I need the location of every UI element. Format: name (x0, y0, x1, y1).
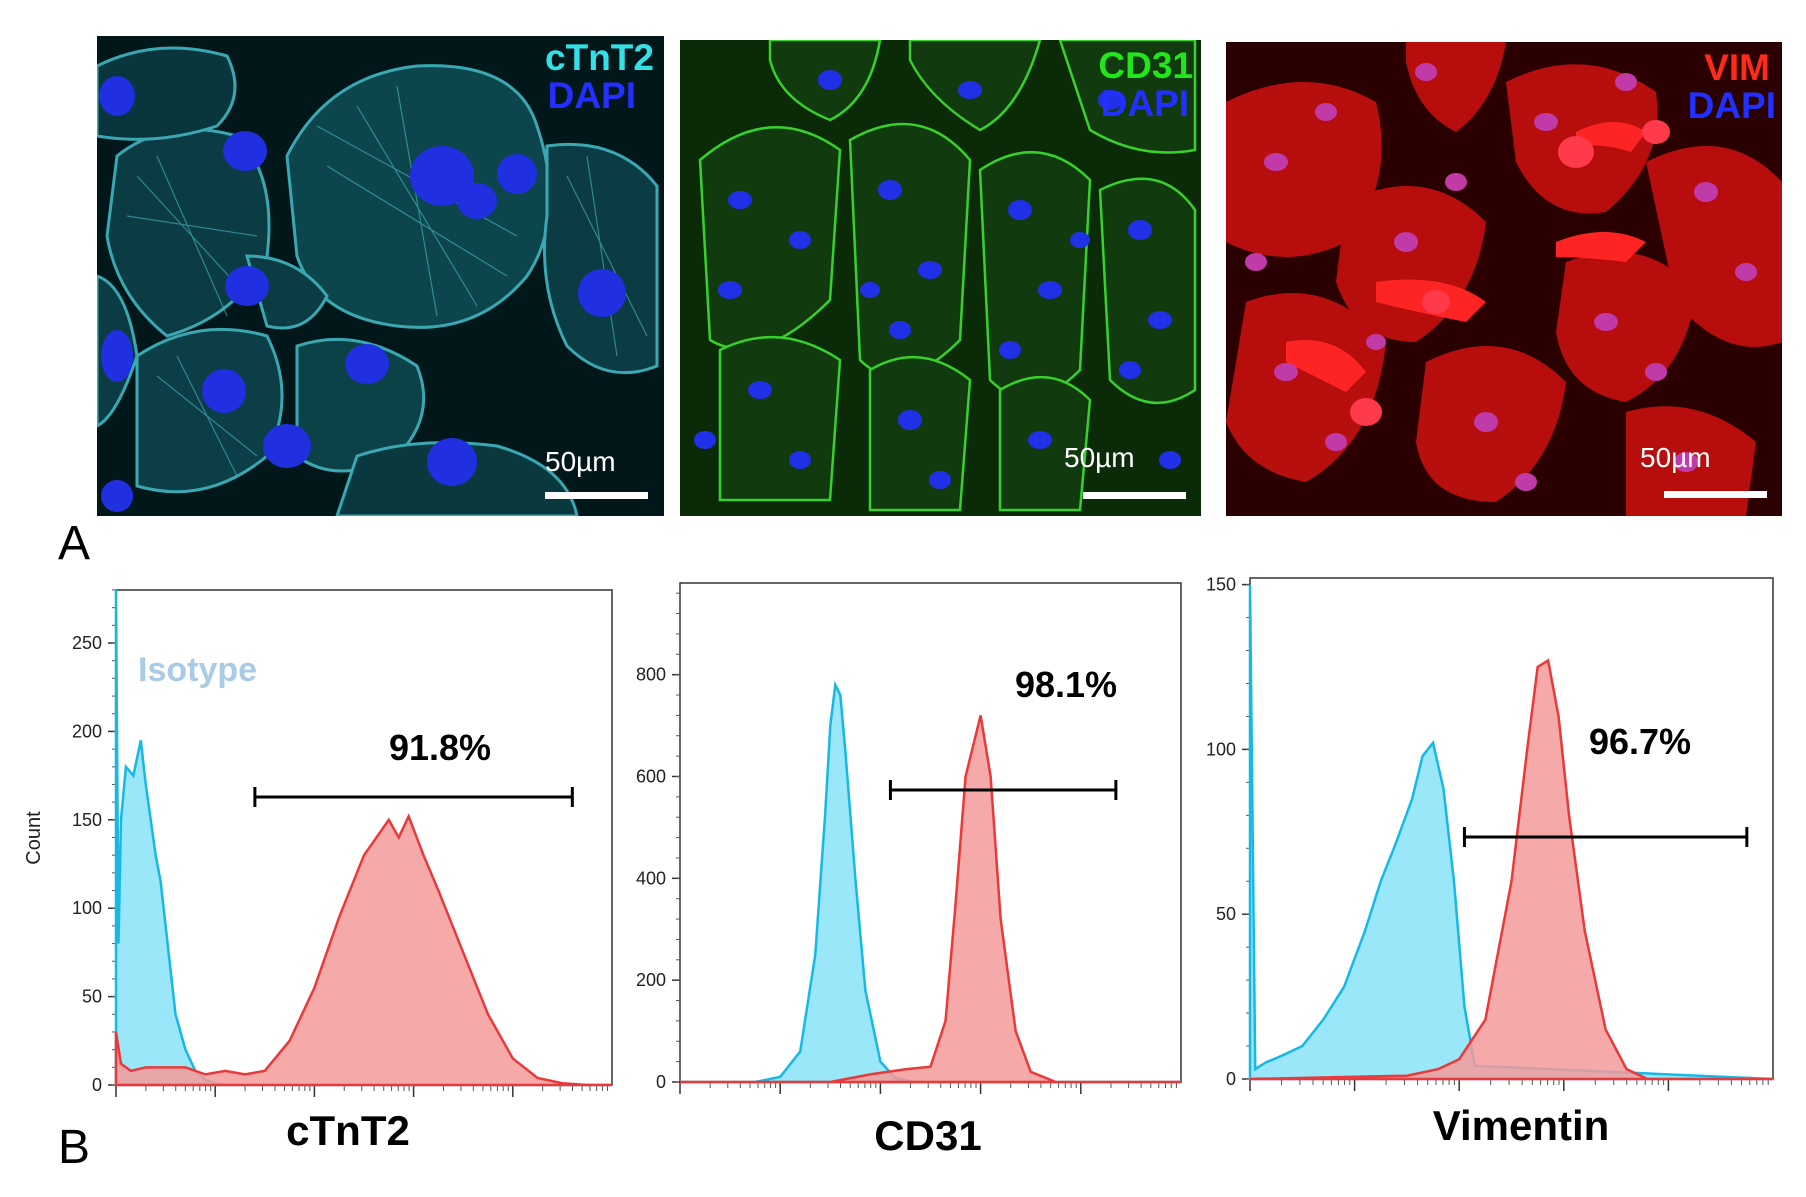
chart-2-ytick-label: 0 (656, 1072, 666, 1092)
chart-1-ytick-label: 100 (72, 898, 102, 918)
chart-3-ytick-label: 50 (1216, 904, 1236, 924)
chart-2-ytick-label: 800 (636, 665, 666, 685)
chart-1-ytick-label: 200 (72, 721, 102, 741)
micrograph-vim-scale-bar (1664, 491, 1767, 498)
chart-2-ytick-label: 600 (636, 766, 666, 786)
micrograph-ctnt2: cTnT2 DAPI 50µm (97, 36, 664, 516)
micrograph-cd31: CD31 DAPI 50µm (680, 40, 1201, 516)
chart-3-ytick-label: 150 (1206, 575, 1236, 595)
micrograph-ctnt2-dapi-label: DAPI (547, 75, 636, 116)
chart-2-ytick-label: 200 (636, 970, 666, 990)
chart-1-ytick-label: 50 (82, 987, 102, 1007)
micrograph-cd31-dapi-label: DAPI (1100, 83, 1189, 124)
chart-3-xlabel: Vimentin (1433, 1102, 1610, 1149)
micrograph-cd31-marker-label: CD31 (1098, 45, 1193, 86)
chart-1-ylabel: Count (23, 811, 45, 865)
micrograph-vim-marker-label: VIM (1704, 47, 1770, 88)
chart-2-xlabel: CD31 (874, 1112, 981, 1159)
panel-a-label: A (58, 517, 91, 570)
chart-1-stained-area (114, 813, 612, 1087)
chart-2-frame (679, 582, 1182, 1083)
micrograph-vim: VIM DAPI 50µm (1226, 42, 1782, 516)
chart-3-gate-percent: 96.7% (1589, 721, 1691, 762)
chart-1-ytick-label: 150 (72, 810, 102, 830)
chart-1-legend-isotype: Isotype (138, 651, 257, 689)
chart-3-ytick-label: 100 (1206, 739, 1236, 759)
micrograph-vim-scale-label: 50µm (1640, 442, 1711, 473)
panel-b-label: B (58, 1121, 91, 1174)
micrograph-vim-image (1226, 42, 1782, 516)
chart-3-isotype-area (1248, 584, 1774, 1081)
micrograph-ctnt2-marker-label: cTnT2 (545, 37, 654, 78)
micrograph-cd31-scale-label: 50µm (1064, 442, 1135, 473)
chart-3-ytick-label: 0 (1226, 1069, 1236, 1089)
chart-1-ytick-label: 250 (72, 633, 102, 653)
chart-3-stained-area (1249, 658, 1773, 1081)
micrograph-cd31-image (680, 40, 1201, 516)
micrograph-ctnt2-scale-label: 50µm (545, 446, 616, 477)
micrograph-cd31-scale-bar (1083, 492, 1186, 499)
chart-1-gate-percent: 91.8% (389, 727, 491, 768)
chart-1-xlabel: cTnT2 (286, 1107, 410, 1154)
micrograph-ctnt2-image (97, 36, 664, 516)
chart-2-stained-area (680, 715, 1181, 1084)
chart-2-gate-percent: 98.1% (1015, 664, 1117, 705)
chart-1-ytick-label: 0 (92, 1075, 102, 1095)
chart-2-ytick-label: 400 (636, 868, 666, 888)
micrograph-vim-dapi-label: DAPI (1687, 85, 1776, 126)
micrograph-ctnt2-scale-bar (545, 492, 648, 499)
